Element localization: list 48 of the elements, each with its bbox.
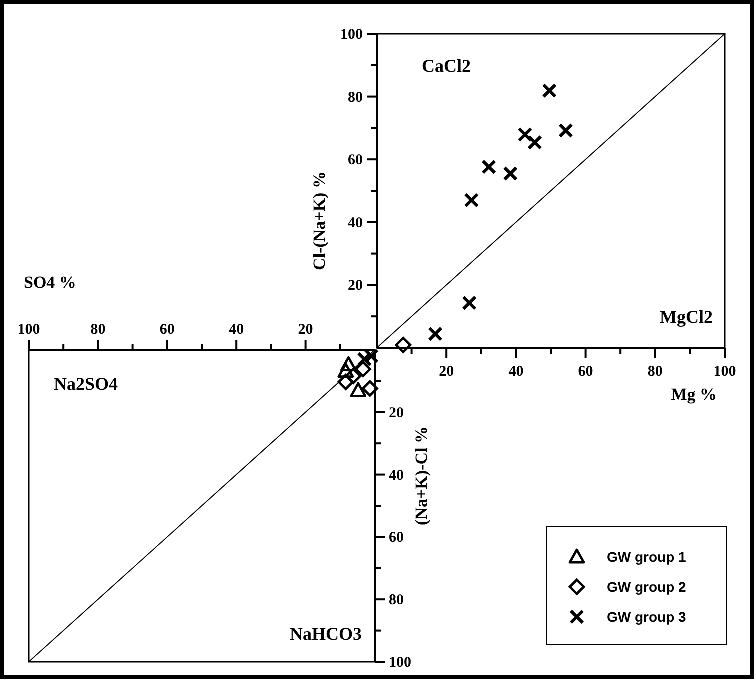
point	[362, 380, 378, 397]
point	[340, 356, 357, 372]
point	[558, 124, 573, 138]
x-tick-label: 20	[439, 364, 454, 380]
y-tick-label: 80	[348, 90, 363, 106]
annotation: Na2SO4	[54, 374, 118, 394]
annotation: NaHCO3	[290, 624, 362, 644]
annotation: MgCl2	[660, 307, 713, 327]
x-axis-title: SO4 %	[24, 273, 76, 292]
x-tick-label: 40	[229, 322, 244, 338]
point	[428, 327, 442, 342]
point	[462, 296, 477, 310]
y-axis-title: Cl-(Na+K) %	[310, 172, 329, 270]
x-axis-title: Mg %	[671, 385, 717, 404]
y-tick-label: 40	[348, 215, 363, 232]
point	[338, 374, 354, 390]
point	[542, 84, 557, 98]
y-tick-label: 20	[348, 278, 363, 294]
y-tick-label: 60	[389, 530, 404, 546]
legend-label: GW group 3	[607, 609, 687, 625]
annotation: CaCl2	[422, 56, 471, 76]
y-tick-label: 80	[389, 592, 404, 609]
point	[464, 193, 479, 208]
point	[395, 336, 412, 354]
y-tick-label: 100	[389, 655, 412, 671]
legend-label: GW group 2	[607, 579, 687, 595]
y-tick-label: 100	[340, 27, 363, 43]
x-tick-label: 100	[714, 364, 736, 380]
point	[355, 361, 372, 378]
x-tick-label: 100	[18, 322, 40, 338]
x-tick-label: 60	[160, 322, 175, 338]
x-tick-label: 40	[508, 364, 524, 380]
x-tick-label: 20	[298, 322, 314, 338]
y-axis-title: (Na+K)-Cl %	[412, 426, 431, 526]
point	[504, 166, 518, 181]
point	[338, 363, 354, 378]
point	[345, 368, 362, 384]
x-tick-label: 60	[578, 364, 594, 380]
point	[482, 160, 496, 174]
point	[518, 128, 532, 142]
legend-label: GW group 1	[607, 549, 687, 565]
y-tick-label: 40	[389, 468, 404, 484]
y-tick-label: 60	[348, 152, 363, 169]
point	[350, 382, 367, 398]
point	[528, 136, 542, 150]
x-tick-label: 80	[648, 364, 663, 380]
y-tick-label: 20	[389, 405, 404, 422]
x-tick-label: 80	[90, 322, 106, 338]
